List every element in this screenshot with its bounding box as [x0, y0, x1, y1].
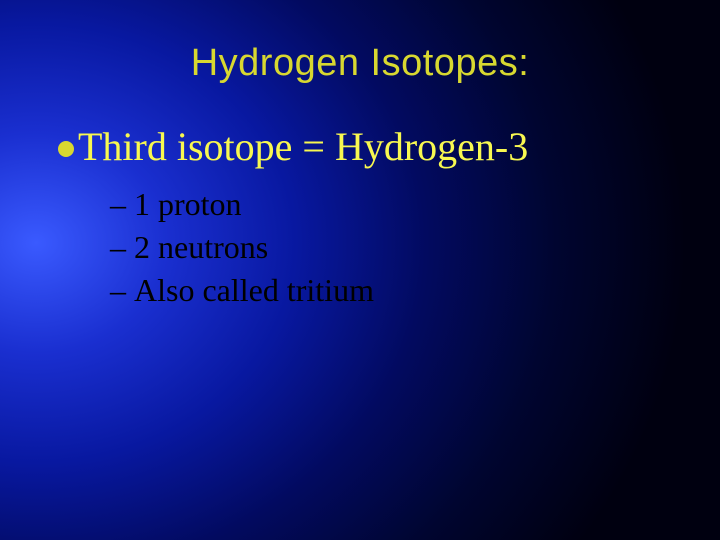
main-bullet-row: Third isotope = Hydrogen-3 — [58, 123, 720, 170]
sub-item: – 1 proton — [110, 186, 720, 223]
sub-item-text: 2 neutrons — [134, 229, 268, 266]
sub-bullet-list: – 1 proton – 2 neutrons – Also called tr… — [58, 170, 720, 309]
title-text: Hydrogen Isotopes: — [191, 42, 530, 84]
slide-body: Third isotope = Hydrogen-3 – 1 proton – … — [0, 85, 720, 309]
slide-title: Hydrogen Isotopes: — [0, 0, 720, 85]
sub-item-text: 1 proton — [134, 186, 242, 223]
main-bullet-text: Third isotope = Hydrogen-3 — [78, 123, 528, 170]
sub-item: – Also called tritium — [110, 272, 720, 309]
bullet-circle-icon — [58, 141, 74, 157]
endash-icon: – — [110, 272, 126, 309]
sub-item: – 2 neutrons — [110, 229, 720, 266]
endash-icon: – — [110, 229, 126, 266]
endash-icon: – — [110, 186, 126, 223]
sub-item-text: Also called tritium — [134, 272, 374, 309]
